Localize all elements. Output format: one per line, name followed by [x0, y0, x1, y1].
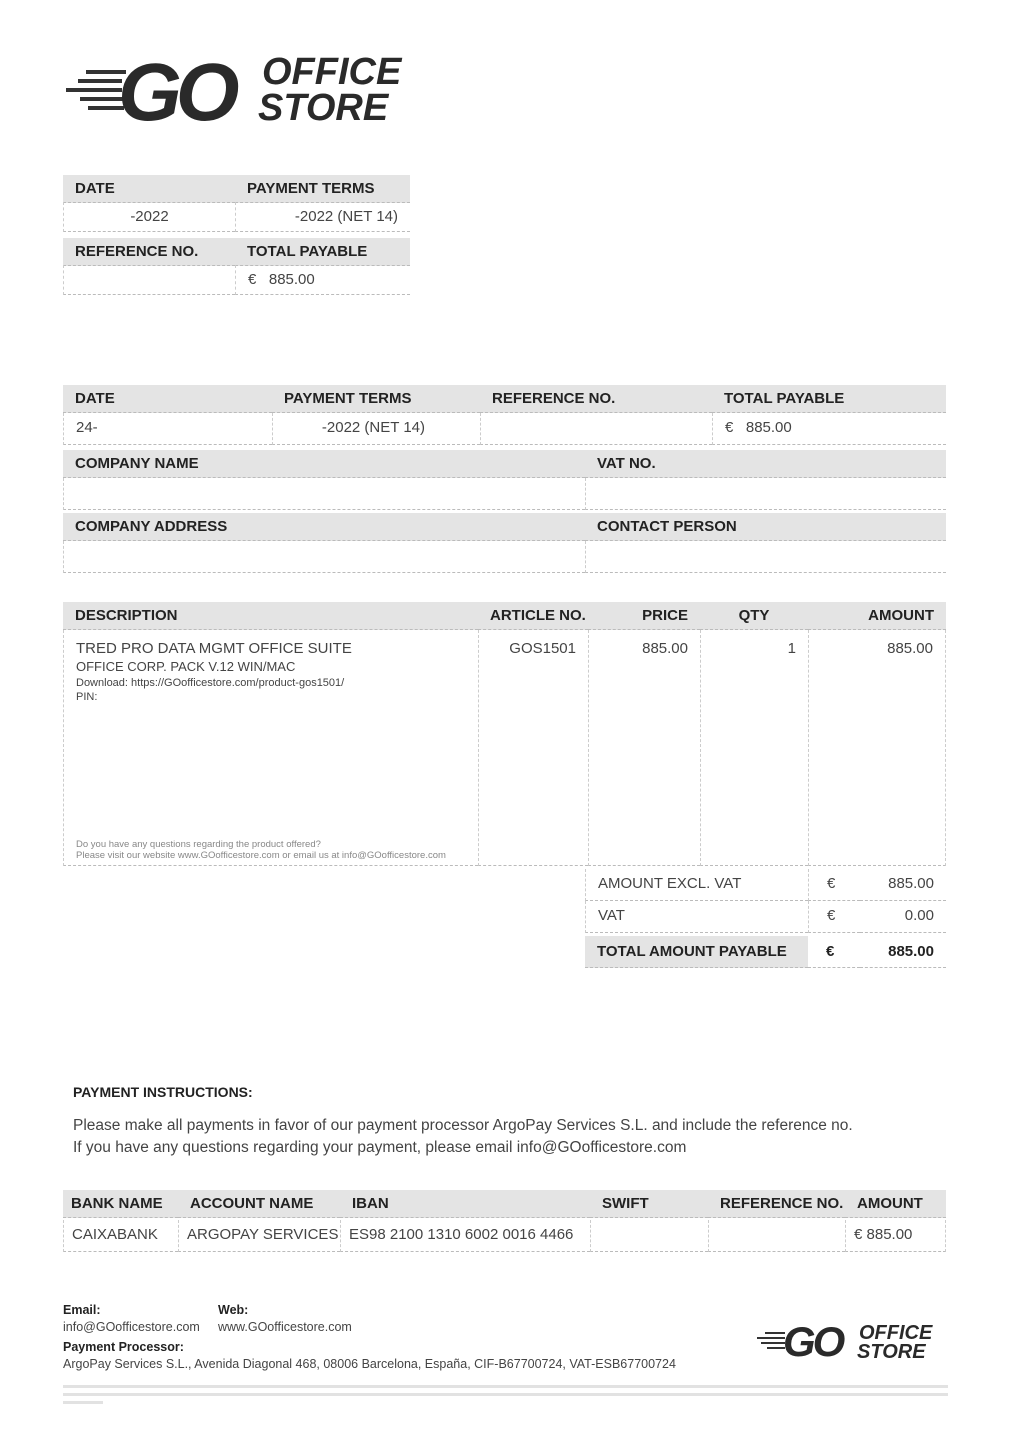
bank-ref-label: REFERENCE NO. — [708, 1190, 845, 1218]
vat-label: VAT NO. — [585, 450, 946, 478]
brand-logo: GO OFFICE STORE — [66, 47, 426, 138]
payment-title: PAYMENT INSTRUCTIONS: — [73, 1084, 253, 1100]
col-article: ARTICLE NO. — [478, 602, 588, 630]
product-contact-note: Please visit our website www.GOofficesto… — [76, 850, 446, 861]
contact-label: CONTACT PERSON — [585, 513, 946, 541]
summary-date-label: DATE — [63, 175, 235, 203]
table-row: TRED PRO DATA MGMT OFFICE SUITE OFFICE C… — [63, 630, 946, 866]
speed-lines-icon — [66, 70, 126, 110]
email-link[interactable]: info@GOofficestore.com — [63, 1320, 200, 1334]
bank-amount-label: AMOUNT — [845, 1190, 946, 1218]
total-label: TOTAL PAYABLE — [712, 385, 946, 413]
item-pin: PIN: — [76, 691, 98, 703]
item-article: GOS1501 — [478, 630, 588, 866]
currency: € — [725, 419, 734, 436]
web-link[interactable]: www.GOofficestore.com — [218, 1320, 352, 1334]
item-subtitle: OFFICE CORP. PACK V.12 WIN/MAC — [76, 659, 296, 674]
totals-row-vat: VAT € 0.00 — [585, 901, 946, 933]
logo-office: OFFICE — [262, 51, 402, 93]
col-description: DESCRIPTION — [63, 602, 478, 630]
email-label: Email: — [63, 1303, 101, 1317]
iban-label: IBAN — [340, 1190, 590, 1218]
item-description: TRED PRO DATA MGMT OFFICE SUITE OFFICE C… — [63, 630, 478, 866]
summary-total-value: 885.00 — [268, 271, 315, 288]
total-value: 885.00 — [745, 419, 792, 436]
fine-print — [63, 1385, 948, 1404]
currency: € — [808, 936, 860, 968]
summary-terms-label: PAYMENT TERMS — [235, 175, 410, 203]
totals-value: 885.00 — [860, 869, 946, 901]
logo-go: GO — [118, 47, 240, 138]
currency: € — [808, 869, 860, 901]
iban-value: ES98 2100 1310 6002 0016 4466 — [340, 1220, 590, 1252]
product-question-note: Do you have any questions regarding the … — [76, 839, 321, 850]
totals-label: VAT — [585, 901, 808, 933]
item-title: TRED PRO DATA MGMT OFFICE SUITE — [76, 640, 352, 657]
item-qty: 1 — [700, 630, 808, 866]
processor-label: Payment Processor: — [63, 1340, 184, 1354]
payment-line-2: If you have any questions regarding your… — [73, 1139, 687, 1156]
logo-go: GO — [783, 1318, 845, 1365]
item-amount: 885.00 — [808, 630, 946, 866]
account-name-label: ACCOUNT NAME — [178, 1190, 340, 1218]
date-value: 24- — [63, 413, 272, 445]
totals-row-excl-vat: AMOUNT EXCL. VAT € 885.00 — [585, 869, 946, 901]
total-value-cell: € 885.00 — [712, 413, 946, 445]
logo-store: STORE — [258, 87, 389, 129]
payment-line-1: Please make all payments in favor of our… — [73, 1117, 853, 1134]
web-label: Web: — [218, 1303, 249, 1317]
summary-ref-label: REFERENCE NO. — [63, 238, 235, 266]
contact-value — [585, 541, 946, 573]
date-label: DATE — [63, 385, 272, 413]
company-address-label: COMPANY ADDRESS — [63, 513, 585, 541]
terms-value: -2022 (NET 14) — [272, 413, 480, 445]
swift-label: SWIFT — [590, 1190, 708, 1218]
company-name-label: COMPANY NAME — [63, 450, 585, 478]
summary-total-label: TOTAL PAYABLE — [235, 238, 410, 266]
summary-ref-value — [63, 265, 235, 295]
item-download-link[interactable]: Download: https://GOofficestore.com/prod… — [76, 677, 345, 689]
ref-label: REFERENCE NO. — [480, 385, 712, 413]
bank-name-label: BANK NAME — [63, 1190, 178, 1218]
bank-name-value: CAIXABANK — [63, 1220, 178, 1252]
item-price: 885.00 — [588, 630, 700, 866]
totals-label: AMOUNT EXCL. VAT — [585, 869, 808, 901]
col-qty: QTY — [700, 602, 808, 630]
totals-label: TOTAL AMOUNT PAYABLE — [585, 936, 808, 968]
company-address-value — [63, 541, 585, 573]
bank-amount-value: € 885.00 — [845, 1220, 946, 1252]
ref-value — [480, 413, 712, 445]
vat-value — [585, 478, 946, 510]
summary-date-value: -2022 — [63, 202, 235, 232]
col-price: PRICE — [588, 602, 700, 630]
totals-row-total: TOTAL AMOUNT PAYABLE € 885.00 — [585, 936, 946, 968]
footer-logo: GO OFFICE STORE — [757, 1318, 947, 1368]
processor-details: ArgoPay Services S.L., Avenida Diagonal … — [63, 1357, 676, 1371]
totals-value: 0.00 — [860, 901, 946, 933]
terms-label: PAYMENT TERMS — [272, 385, 480, 413]
totals-value: 885.00 — [860, 936, 946, 968]
bank-ref-value — [708, 1220, 845, 1252]
speed-lines-icon — [757, 1332, 785, 1349]
currency: € — [808, 901, 860, 933]
currency: € — [248, 271, 257, 288]
summary-terms-value: -2022 (NET 14) — [235, 202, 410, 232]
logo-store: STORE — [857, 1341, 926, 1363]
account-name-value: ARGOPAY SERVICES — [178, 1220, 340, 1252]
logo-office: OFFICE — [859, 1322, 933, 1344]
col-amount: AMOUNT — [808, 602, 946, 630]
company-name-value — [63, 478, 585, 510]
summary-total: € 885.00 — [235, 265, 410, 295]
swift-value — [590, 1220, 708, 1252]
